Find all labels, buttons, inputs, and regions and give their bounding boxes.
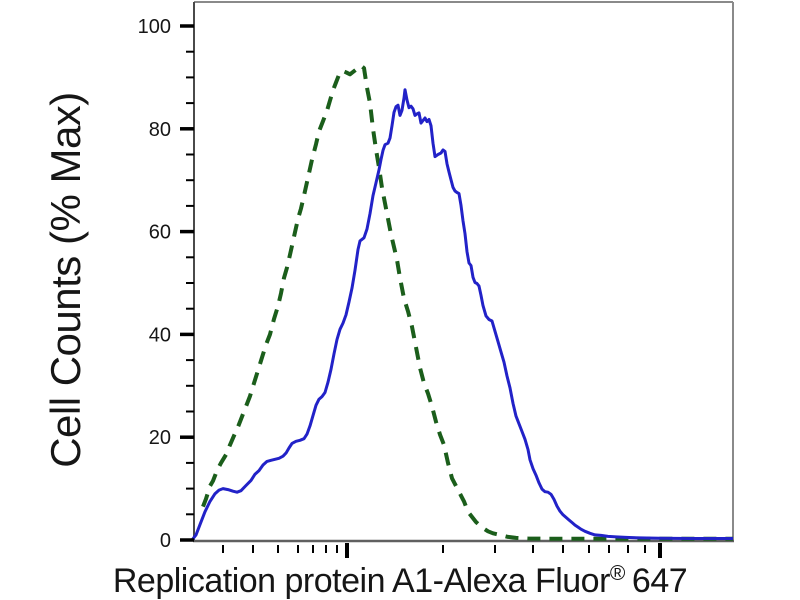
x-axis-label: Replication protein A1-Alexa Fluor® 647	[113, 562, 687, 600]
y-tick-label: 80	[149, 119, 171, 141]
blue-solid-curve	[190, 88, 733, 541]
ticks-layer: 0 20 40 60 80 100	[138, 16, 662, 558]
curves-layer	[190, 63, 733, 541]
green-dashed-curve	[201, 63, 733, 541]
y-tick-label: 20	[149, 427, 171, 449]
y-tick-label: 100	[138, 16, 171, 38]
x-axis-label-suffix: 647	[632, 562, 687, 600]
y-tick-label: 40	[149, 324, 171, 346]
x-axis-label-main: Replication protein A1-Alexa Fluor	[113, 562, 610, 600]
y-axis-label: Cell Counts (% Max)	[42, 92, 89, 468]
y-tick-label: 60	[149, 222, 171, 244]
y-tick-label: 0	[160, 530, 171, 552]
registered-trademark-symbol: ®	[610, 562, 626, 585]
plot-border	[193, 1, 734, 543]
